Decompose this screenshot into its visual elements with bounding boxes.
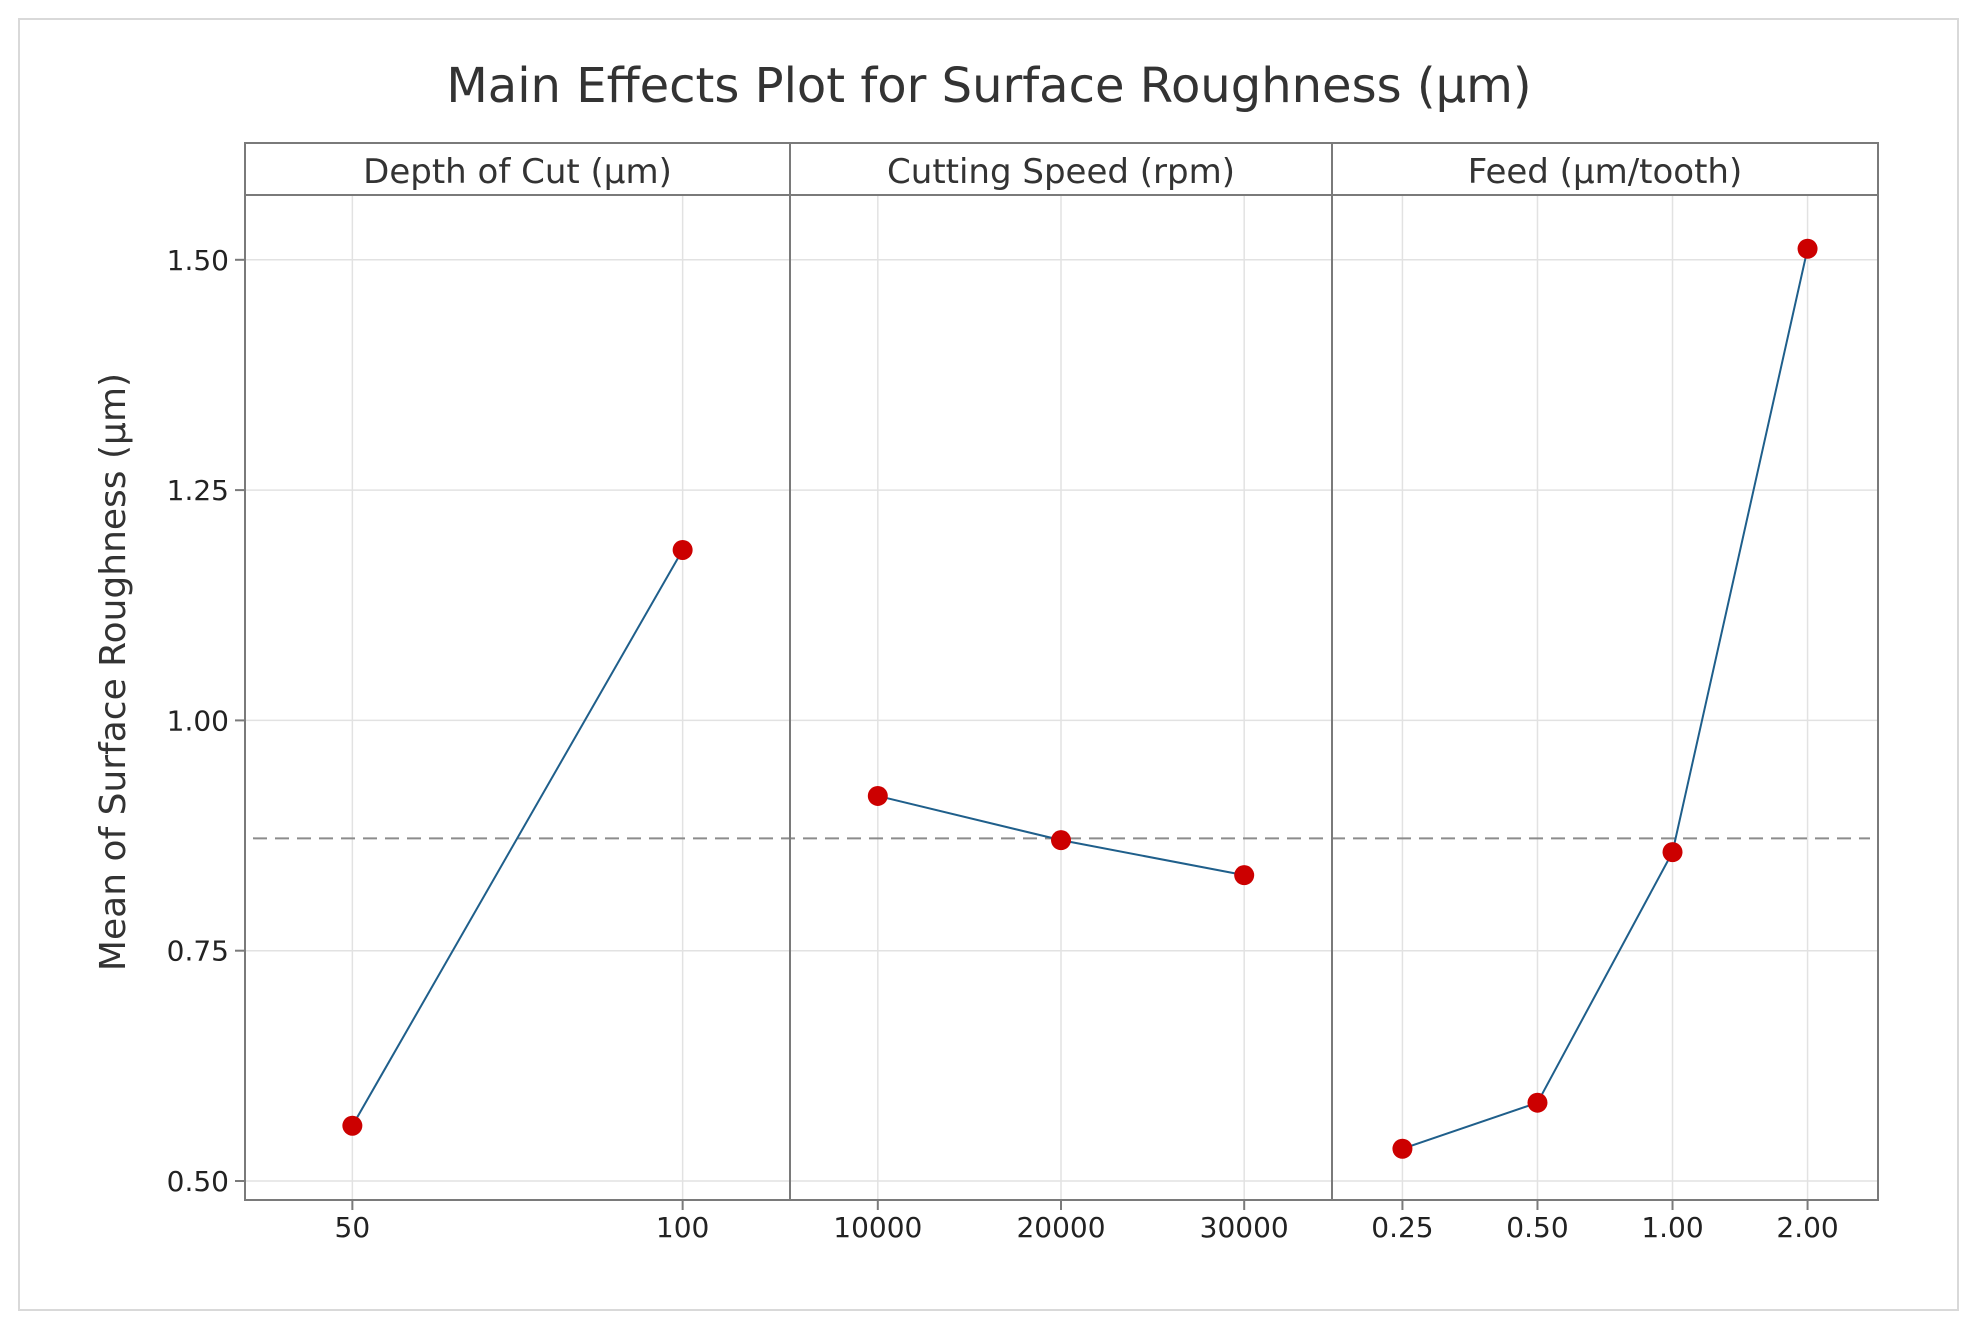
x-tick-label: 0.50 <box>1506 1211 1568 1244</box>
panel-frames <box>235 142 1879 1210</box>
data-point <box>867 785 888 806</box>
x-tick-label: 0.25 <box>1371 1211 1433 1244</box>
x-tick-label: 30000 <box>1200 1211 1289 1244</box>
data-point <box>1234 865 1255 886</box>
data-point <box>1527 1092 1548 1113</box>
y-tick-label: 1.50 <box>167 244 229 277</box>
panel-header-label: Feed (µm/tooth) <box>1468 152 1742 192</box>
panel-header-label: Cutting Speed (rpm) <box>887 152 1235 192</box>
data-point <box>1392 1138 1413 1159</box>
y-tick-label: 1.00 <box>167 704 229 737</box>
x-tick-label: 10000 <box>833 1211 922 1244</box>
x-tick-label: 1.00 <box>1641 1211 1703 1244</box>
data-point <box>1797 238 1818 259</box>
data-point <box>672 539 693 560</box>
data-point <box>342 1115 363 1136</box>
panel-header-label: Depth of Cut (µm) <box>363 152 672 192</box>
data-point <box>1662 842 1683 863</box>
panel-frame <box>244 142 791 1201</box>
y-axis-label: Mean of Surface Roughness (µm) <box>93 373 134 971</box>
y-tick-label: 1.25 <box>167 474 229 507</box>
labels-layer: 0.50 0.75 1.00 1.25 1.50 50 100 Depth of Cut (µ… <box>167 152 1839 1244</box>
series-layer <box>342 238 1818 1159</box>
y-tick-label: 0.50 <box>167 1165 229 1198</box>
x-tick-label: 100 <box>656 1211 709 1244</box>
chart-frame <box>18 18 1959 1311</box>
x-tick-label: 20000 <box>1016 1211 1105 1244</box>
panel-frame <box>1331 142 1879 1201</box>
series-line-1 <box>351 549 684 1127</box>
data-point <box>1051 830 1071 851</box>
y-tick-label: 0.75 <box>167 935 229 968</box>
chart-title: Main Effects Plot for Surface Roughness … <box>446 58 1531 114</box>
series-line-3 <box>1402 248 1809 1150</box>
grid-layer <box>245 195 1878 1200</box>
x-tick-label: 50 <box>335 1211 371 1244</box>
x-tick-label: 2.00 <box>1776 1211 1838 1244</box>
